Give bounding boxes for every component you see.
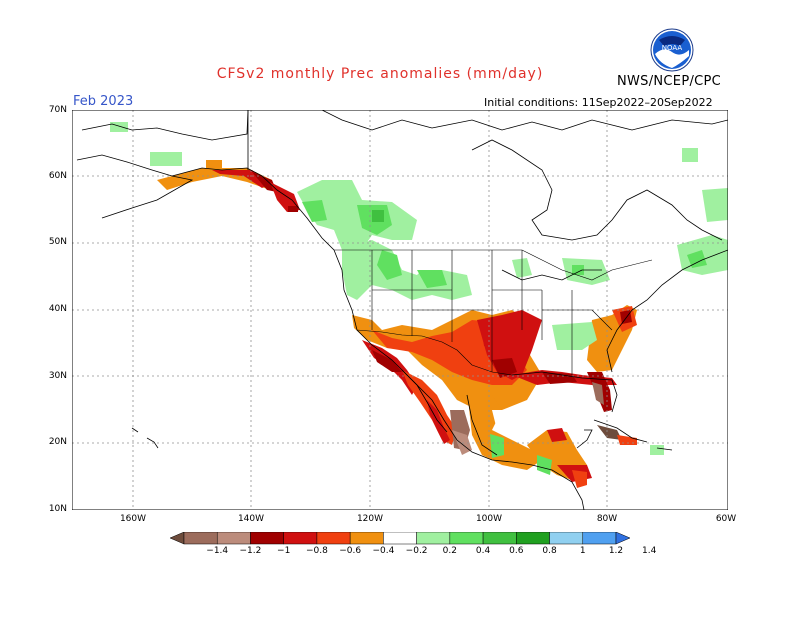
anomaly-shading	[110, 122, 728, 488]
lat-label-20n: 20N	[48, 437, 67, 447]
colorbar-tick-label: −0.4	[372, 546, 395, 556]
colorbar-tick-label: 0.8	[542, 546, 557, 556]
colorbar-tick-label: −1.2	[239, 546, 262, 556]
lat-label-10n: 10N	[48, 504, 67, 514]
colorbar-segment	[283, 532, 318, 545]
colorbar-segment	[250, 532, 284, 545]
colorbar-tick-label: 1.2	[608, 546, 624, 556]
colorbar-segment	[482, 532, 517, 545]
colorbar-segment	[516, 532, 550, 545]
initial-conditions-label: Initial conditions: 11Sep2022–20Sep2022	[484, 96, 713, 109]
lon-label-160w: 160W	[119, 514, 147, 524]
lon-label-80w: 80W	[596, 514, 618, 524]
precipitation-anomaly-map	[72, 110, 728, 510]
lon-label-140w: 140W	[237, 514, 265, 524]
coastlines	[76, 110, 728, 510]
colorbar-tick-label: −1	[277, 546, 291, 556]
lon-label-120w: 120W	[356, 514, 384, 524]
lon-label-60w: 60W	[715, 514, 737, 524]
chart-title: CFSv2 monthly Prec anomalies (mm/day)	[216, 66, 544, 82]
colorbar-tick-label: −0.6	[339, 546, 362, 556]
forecast-month-label: Feb 2023	[73, 94, 134, 109]
colorbar-tick-label: −0.8	[305, 546, 328, 556]
lon-label-100w: 100W	[475, 514, 503, 524]
colorbar-segment	[316, 532, 351, 545]
colorbar-segment	[383, 532, 417, 545]
colorbar-tick-label: 0.2	[442, 546, 457, 556]
lat-label-40n: 40N	[48, 304, 67, 314]
noaa-logo-icon: NOAA	[650, 28, 694, 72]
colorbar-segment	[549, 532, 584, 545]
colorbar-segment	[170, 532, 185, 545]
colorbar-tick-label: 0.6	[509, 546, 524, 556]
colorbar-segment	[416, 532, 451, 545]
colorbar-segment	[349, 532, 384, 545]
colorbar-tick-label: 1.4	[642, 546, 657, 556]
colorbar-segment	[183, 532, 218, 545]
lat-label-60n: 60N	[48, 171, 67, 181]
colorbar-segment	[449, 532, 484, 545]
colorbar-tick-label: −1.4	[206, 546, 229, 556]
colorbar-tick-label: 0.4	[475, 546, 491, 556]
organization-label: NWS/NCEP/CPC	[617, 74, 722, 89]
colorbar-segment	[582, 532, 617, 545]
colorbar	[170, 532, 630, 545]
colorbar-tick-label: −0.2	[405, 546, 428, 556]
lat-label-50n: 50N	[48, 237, 67, 247]
colorbar-tick-label: 1	[579, 546, 586, 556]
colorbar-segment	[615, 532, 630, 545]
svg-text:NOAA: NOAA	[662, 44, 683, 52]
lat-label-30n: 30N	[48, 371, 67, 381]
political-borders	[334, 249, 653, 376]
colorbar-segment	[216, 532, 251, 545]
lat-label-70n: 70N	[48, 105, 67, 115]
